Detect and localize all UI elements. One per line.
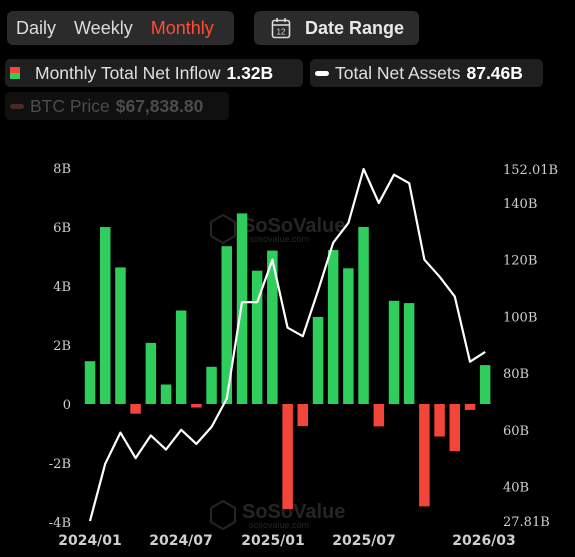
date-range-button[interactable]: 12 Date Range bbox=[254, 11, 419, 45]
y-left-tick-label: 8B bbox=[53, 162, 71, 177]
y-left-tick-label: -2B bbox=[49, 457, 71, 472]
x-tick-label: 2024/07 bbox=[149, 533, 213, 549]
date-range-label: Date Range bbox=[305, 17, 405, 38]
sosovalue-logo-icon bbox=[210, 499, 236, 531]
legend-inflow-label: Monthly Total Net Inflow bbox=[35, 62, 221, 83]
tab-daily[interactable]: Daily bbox=[16, 17, 57, 38]
inflow-bar[interactable] bbox=[449, 404, 461, 452]
inflow-bar[interactable] bbox=[145, 342, 157, 404]
y-left-tick-label: 2B bbox=[53, 339, 71, 354]
x-tick-label: 2025/07 bbox=[332, 533, 396, 549]
legend-inflow[interactable]: Monthly Total Net Inflow 1.32B bbox=[5, 59, 303, 87]
inflow-bar[interactable] bbox=[206, 366, 217, 404]
y-right-tick-label: 152.01B bbox=[503, 163, 558, 178]
legend-btc-value: $67,838.80 bbox=[115, 95, 204, 116]
legend-total-assets[interactable]: Total Net Assets 87.46B bbox=[310, 59, 543, 87]
tab-monthly[interactable]: Monthly bbox=[150, 17, 214, 38]
assets-swatch bbox=[315, 70, 329, 76]
inflow-bar[interactable] bbox=[100, 227, 111, 404]
y-right-tick-label: 80B bbox=[503, 367, 529, 382]
inflow-bar[interactable] bbox=[403, 303, 415, 404]
inflow-bar[interactable] bbox=[130, 404, 141, 414]
legend-assets-label: Total Net Assets bbox=[335, 62, 461, 83]
inflow-bar[interactable] bbox=[388, 300, 400, 405]
inflow-bar[interactable] bbox=[84, 361, 96, 404]
btc-swatch bbox=[10, 103, 24, 109]
watermark-url: sosovalue.com bbox=[249, 520, 309, 530]
inflow-bar[interactable] bbox=[191, 404, 202, 408]
inflow-bar[interactable] bbox=[373, 404, 385, 427]
watermark-brand: SoSoValue bbox=[242, 215, 345, 237]
calendar-icon-day: 12 bbox=[277, 28, 286, 37]
legend-btc-price[interactable]: BTC Price $67,838.80 bbox=[5, 92, 229, 120]
watermark-brand: SoSoValue bbox=[242, 501, 345, 523]
y-right-tick-label: 60B bbox=[503, 424, 529, 439]
y-right-tick-label: 140B bbox=[503, 197, 537, 212]
inflow-bar[interactable] bbox=[434, 404, 445, 437]
inflow-bar[interactable] bbox=[419, 404, 430, 507]
y-right-tick-label: 120B bbox=[503, 254, 537, 269]
y-right-tick-label: 27.81B bbox=[503, 515, 550, 530]
inflow-bar[interactable] bbox=[343, 268, 354, 404]
total-net-assets-line bbox=[88, 167, 486, 522]
inflow-bar[interactable] bbox=[312, 317, 324, 404]
calendar-icon: 12 bbox=[271, 18, 291, 39]
inflow-bar[interactable] bbox=[479, 365, 491, 404]
sosovalue-logo-icon bbox=[210, 213, 236, 245]
timeframe-segmented-control: Daily Weekly Monthly bbox=[7, 11, 234, 45]
legend-assets-value: 87.46B bbox=[466, 62, 523, 83]
inflow-bar[interactable] bbox=[267, 250, 278, 404]
inflow-bar[interactable] bbox=[251, 270, 263, 404]
inflow-bar[interactable] bbox=[297, 404, 309, 427]
watermark-url: sosovalue.com bbox=[249, 234, 309, 244]
y-left-tick-label: 0 bbox=[63, 398, 71, 413]
inflow-bar[interactable] bbox=[160, 384, 172, 405]
x-tick-label: 2024/01 bbox=[58, 533, 122, 549]
legend-inflow-value: 1.32B bbox=[226, 62, 274, 83]
y-left-tick-label: 6B bbox=[53, 221, 71, 236]
inflow-assets-chart: SoSoValuesosovalue.comSoSoValuesosovalue… bbox=[49, 162, 558, 549]
y-right-tick-label: 100B bbox=[503, 310, 537, 325]
x-tick-label: 2025/01 bbox=[241, 533, 305, 549]
inflow-bar[interactable] bbox=[221, 246, 233, 404]
inflow-bar[interactable] bbox=[282, 404, 293, 509]
tab-weekly[interactable]: Weekly bbox=[74, 17, 133, 38]
x-tick-label: 2026/03 bbox=[452, 533, 516, 549]
inflow-bar[interactable] bbox=[464, 404, 476, 410]
inflow-bar[interactable] bbox=[175, 310, 187, 405]
legend-btc-label: BTC Price bbox=[30, 95, 110, 116]
inflow-bar[interactable] bbox=[327, 250, 339, 404]
inflow-bar[interactable] bbox=[358, 227, 369, 404]
y-right-tick-label: 40B bbox=[503, 480, 529, 495]
inflow-bar[interactable] bbox=[115, 267, 126, 404]
y-left-tick-label: 4B bbox=[53, 280, 71, 295]
inflow-swatch bbox=[10, 67, 20, 79]
y-left-tick-label: -4B bbox=[49, 516, 71, 531]
